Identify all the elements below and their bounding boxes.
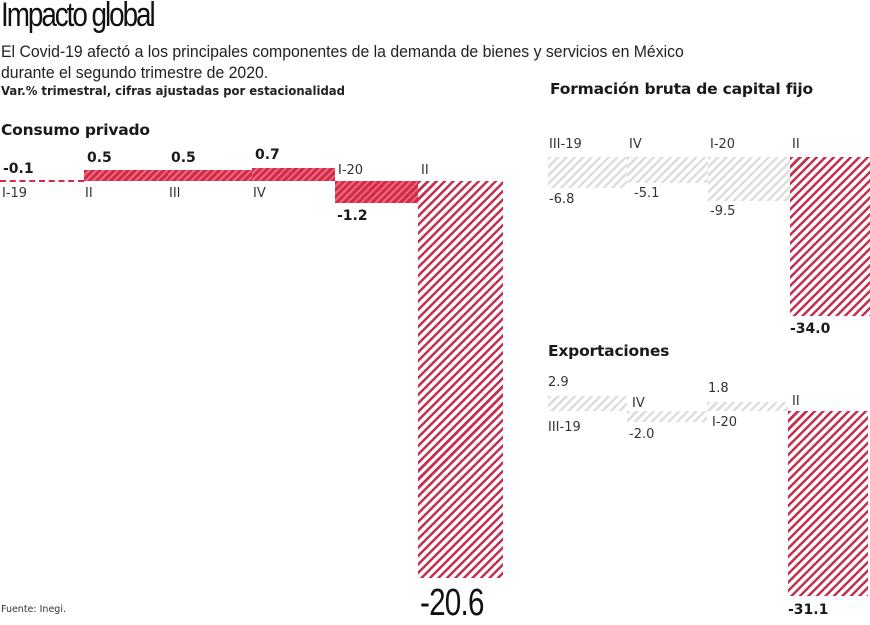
value-label: -31.1 bbox=[788, 602, 829, 618]
value-label: 0.7 bbox=[255, 147, 280, 163]
category-label: II bbox=[792, 137, 800, 152]
bar-iv-19 bbox=[627, 157, 708, 183]
category-label: IV bbox=[253, 186, 266, 201]
value-label: -34.0 bbox=[790, 321, 831, 337]
value-label: -9.5 bbox=[710, 204, 736, 219]
subtitle-line-1: El Covid-19 afectó a los principales com… bbox=[1, 42, 684, 61]
chart-title: Formación bruta de capital fijo bbox=[550, 80, 813, 98]
category-label: II bbox=[85, 186, 93, 201]
bar-ii-19 bbox=[84, 170, 168, 181]
category-label: III bbox=[169, 186, 181, 201]
bar-iv-19 bbox=[252, 168, 335, 181]
chart-title: Consumo privado bbox=[1, 121, 150, 139]
infographic-title: Impacto global bbox=[1, 0, 156, 34]
bar-iv-19 bbox=[627, 411, 707, 422]
bar-iii-19 bbox=[548, 396, 627, 411]
bar-i-19 bbox=[0, 180, 84, 182]
bar-i-20 bbox=[335, 181, 418, 203]
category-label: III-19 bbox=[548, 420, 581, 435]
value-label: -0.1 bbox=[3, 161, 34, 177]
category-label: I-19 bbox=[2, 186, 28, 201]
unit-note: Var.% trimestral, cifras ajustadas por e… bbox=[1, 83, 345, 98]
bar-ii-20 bbox=[790, 157, 870, 316]
bar-iii-19 bbox=[548, 157, 627, 188]
bar-iii-19 bbox=[168, 170, 252, 181]
value-label: -6.8 bbox=[549, 192, 575, 207]
category-label: II bbox=[792, 394, 800, 409]
value-label: 2.9 bbox=[548, 375, 569, 390]
value-label: 1.8 bbox=[708, 381, 729, 396]
subtitle-line-2: durante el segundo trimestre de 2020. bbox=[1, 63, 269, 82]
category-label: IV bbox=[629, 137, 642, 152]
category-label: I-20 bbox=[710, 137, 736, 152]
infographic-subtitle: El Covid-19 afectó a los principales com… bbox=[1, 41, 838, 83]
category-label: I-20 bbox=[338, 163, 364, 178]
bar-i-20 bbox=[707, 402, 788, 411]
value-label: -5.1 bbox=[634, 186, 660, 201]
value-label: -1.2 bbox=[337, 208, 368, 224]
source-note: Fuente: Inegi. bbox=[1, 604, 66, 615]
value-label: 0.5 bbox=[171, 150, 196, 166]
chart-title: Exportaciones bbox=[548, 342, 670, 360]
bar-ii-20 bbox=[418, 181, 503, 578]
bar-ii-20 bbox=[788, 411, 868, 596]
value-label: 0.5 bbox=[87, 150, 112, 166]
bar-i-20 bbox=[708, 157, 790, 201]
category-label: II bbox=[421, 163, 429, 178]
category-label: IV bbox=[632, 396, 645, 411]
category-label: I-20 bbox=[712, 415, 738, 430]
category-label: III-19 bbox=[549, 137, 582, 152]
value-label: -2.0 bbox=[629, 427, 655, 442]
value-label-big: -20.6 bbox=[420, 582, 484, 624]
